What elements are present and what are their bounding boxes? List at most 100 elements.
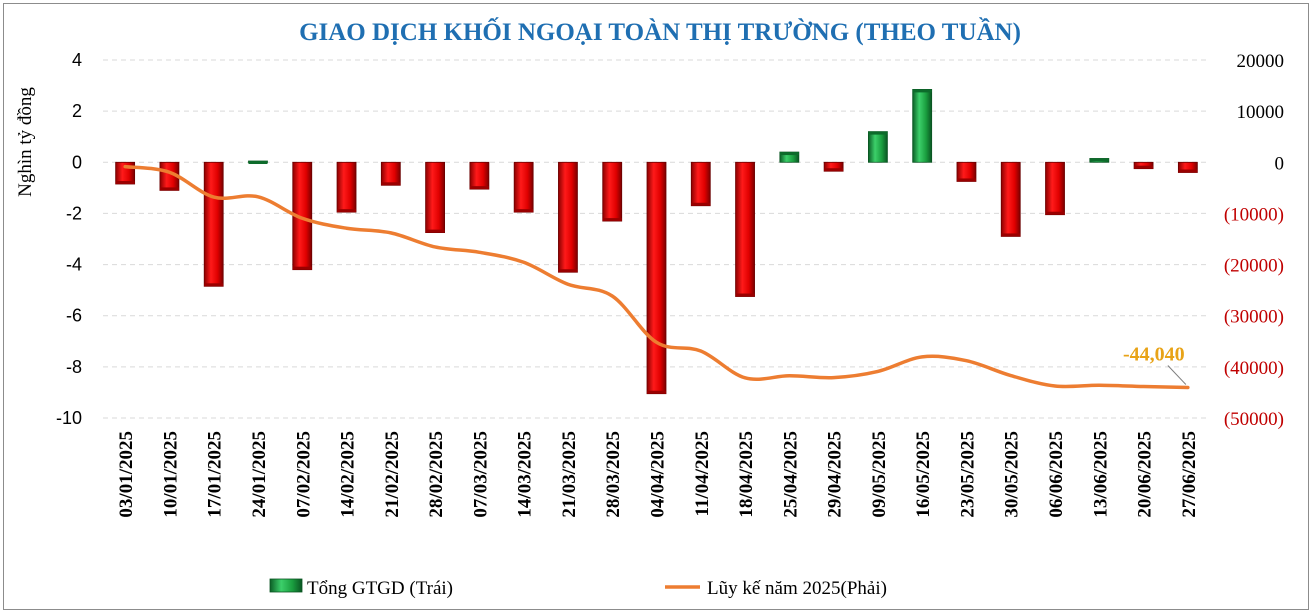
x-tick-label: 21/02/2025 [382, 431, 403, 518]
chart-title: GIAO DỊCH KHỐI NGOẠI TOÀN THỊ TRƯỜNG (TH… [299, 17, 1021, 46]
x-tick-label: 14/02/2025 [338, 431, 359, 518]
bar-cap [425, 229, 445, 233]
y-axis-label: Nghìn tỷ đồng [15, 87, 36, 197]
x-axis-ticks: 03/01/2025 10/01/2025 17/01/2025 24/01/2025… [116, 431, 1200, 518]
right-axis-ticks: 20000 10000 0 (10000) (20000) (30000) (40000) (… [1224, 51, 1284, 430]
left-tick-label: -6 [66, 306, 82, 326]
bar-cap [956, 178, 976, 182]
x-tick-label: 14/03/2025 [515, 431, 536, 518]
annotation-label: -44,040 [1123, 344, 1185, 366]
right-tick-label: (10000) [1224, 204, 1284, 225]
left-tick-label: 4 [72, 50, 82, 70]
bar-cap [868, 131, 888, 135]
bar-cap [248, 161, 268, 165]
bar-cap [159, 187, 179, 191]
bar-cap [1001, 233, 1021, 237]
right-tick-label: (20000) [1224, 256, 1284, 277]
bar-cap [1178, 169, 1198, 173]
bar [956, 161, 977, 182]
x-tick-label: 11/04/2025 [692, 431, 713, 517]
bar [336, 161, 357, 213]
legend: Tổng GTGD (Trái) Lũy kế năm 2025(Phải) [269, 578, 887, 599]
bar-cap [912, 89, 932, 93]
legend-item-line: Lũy kế năm 2025(Phải) [665, 578, 887, 599]
left-tick-label: -8 [66, 357, 82, 377]
bar [292, 161, 313, 271]
right-tick-label: 20000 [1237, 51, 1285, 72]
bar-cap [292, 266, 312, 270]
right-tick-label: (40000) [1224, 358, 1284, 379]
x-tick-label: 13/06/2025 [1090, 431, 1111, 518]
left-tick-label: 0 [72, 152, 82, 172]
bar-cap [204, 283, 224, 287]
left-tick-label: -4 [66, 255, 82, 275]
bar [380, 161, 401, 186]
x-tick-label: 27/06/2025 [1179, 431, 1200, 518]
bar [1000, 161, 1021, 237]
bar-cap [514, 209, 534, 213]
bar-cap [469, 186, 489, 190]
bar [646, 161, 667, 395]
x-tick-label: 25/04/2025 [780, 431, 801, 518]
x-tick-label: 03/01/2025 [116, 431, 137, 518]
x-tick-label: 07/02/2025 [293, 431, 314, 518]
bar-cap [691, 202, 711, 206]
line-series [123, 164, 1190, 390]
bar-cap [735, 293, 755, 297]
bar [513, 161, 534, 213]
x-tick-label: 20/06/2025 [1135, 431, 1156, 518]
bar-cap [381, 182, 401, 186]
bar-cap [602, 218, 622, 222]
legend-bar-label: Tổng GTGD (Trái) [307, 578, 453, 599]
bar-series [115, 89, 1198, 395]
bar [469, 161, 490, 190]
bar [1177, 161, 1198, 173]
x-tick-label: 04/04/2025 [648, 431, 669, 518]
bar-cap [824, 168, 844, 172]
legend-item-bars: Tổng GTGD (Trái) [269, 578, 453, 599]
legend-line-label: Lũy kế năm 2025(Phải) [707, 578, 887, 599]
x-tick-label: 18/04/2025 [736, 431, 757, 518]
x-tick-label: 17/01/2025 [205, 431, 226, 518]
bar-cap [1134, 165, 1154, 169]
bar [602, 161, 623, 222]
bar [690, 161, 711, 207]
x-tick-label: 29/04/2025 [825, 431, 846, 518]
left-tick-label: 2 [72, 101, 82, 121]
bar [558, 161, 578, 273]
bar [1045, 161, 1065, 216]
bar-cap [337, 209, 357, 213]
bar-cap [647, 390, 666, 394]
bar-cap [558, 269, 578, 273]
x-tick-label: 30/05/2025 [1002, 431, 1023, 518]
legend-bar-swatch [269, 578, 303, 593]
bar-cap [115, 181, 135, 185]
bar [425, 161, 446, 234]
x-tick-label: 28/02/2025 [426, 431, 447, 518]
annotation-leader [1167, 365, 1187, 385]
bar-cap [1045, 211, 1065, 215]
bar-cap [1089, 158, 1109, 162]
right-tick-label: (50000) [1224, 409, 1284, 430]
right-tick-label: (30000) [1224, 307, 1284, 328]
left-tick-label: -10 [56, 408, 82, 428]
bar-cap [779, 152, 799, 156]
x-tick-label: 21/03/2025 [559, 431, 580, 518]
x-tick-label: 16/05/2025 [913, 431, 934, 518]
bar [203, 161, 224, 287]
right-tick-label: 0 [1275, 153, 1285, 174]
bar [735, 161, 755, 297]
x-tick-label: 28/03/2025 [603, 431, 624, 518]
left-axis-ticks: 4 2 0 -2 -4 -6 -8 -10 [56, 50, 82, 428]
x-tick-label: 09/05/2025 [869, 431, 890, 518]
x-tick-label: 07/03/2025 [470, 431, 491, 518]
end-annotation: -44,040 [1123, 344, 1187, 385]
x-tick-label: 10/01/2025 [160, 431, 181, 518]
x-tick-label: 24/01/2025 [249, 431, 270, 518]
cumulative-line [123, 164, 1190, 390]
left-tick-label: -2 [66, 203, 82, 223]
bar [868, 131, 888, 163]
bar [912, 89, 933, 163]
x-tick-label: 23/05/2025 [957, 431, 978, 518]
